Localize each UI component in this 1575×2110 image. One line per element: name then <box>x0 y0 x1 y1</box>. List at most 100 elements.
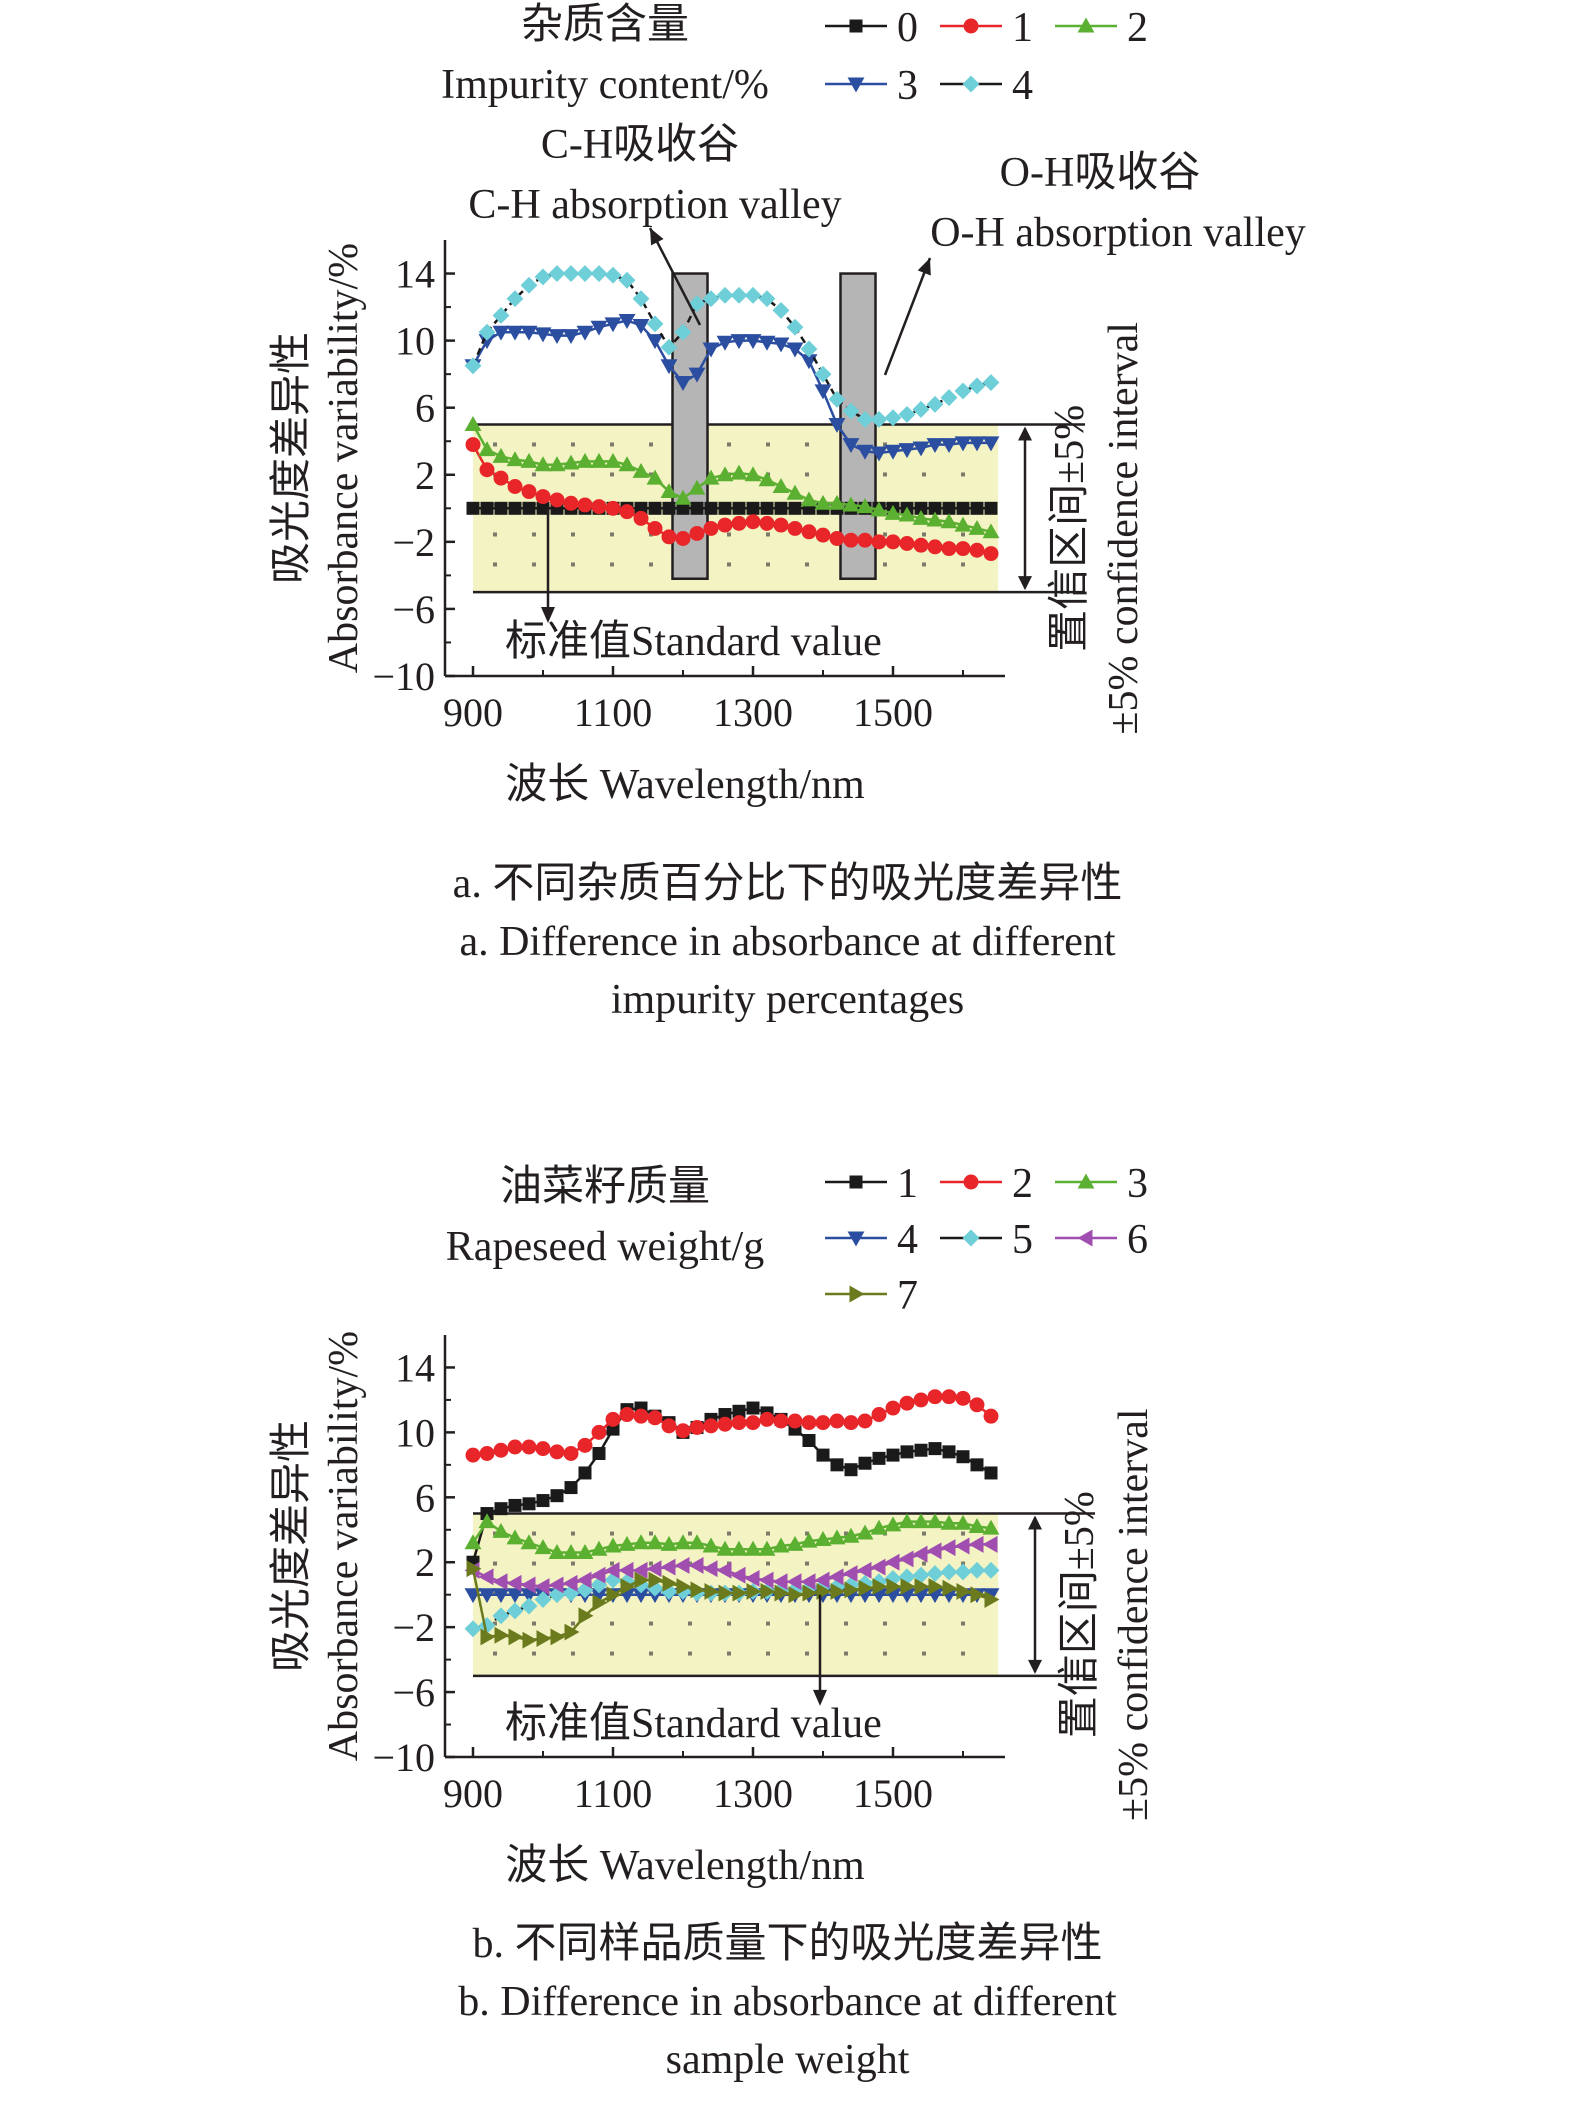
series-6-point <box>786 1573 802 1591</box>
x-tick-label: 1100 <box>574 1771 653 1816</box>
band-dot <box>961 562 965 567</box>
series-1-point <box>843 532 859 548</box>
series-2-point <box>885 1400 901 1416</box>
y-tick-label: 10 <box>395 319 435 364</box>
series-4-point <box>548 265 566 282</box>
series-7-point <box>690 1581 706 1599</box>
band-dot <box>688 1651 692 1656</box>
series-4-point <box>590 1588 608 1604</box>
series-2-point <box>521 1439 537 1455</box>
series-5-point <box>660 1582 678 1600</box>
band-dot <box>649 1561 653 1566</box>
band-dot <box>883 1651 887 1656</box>
series-5-point <box>674 1582 692 1600</box>
series-5-point <box>926 1565 944 1583</box>
series-3-point <box>520 1534 538 1550</box>
series-7-point <box>578 1607 594 1625</box>
band-dot <box>532 1621 536 1626</box>
series-5-point <box>520 1597 538 1615</box>
series-2-point <box>535 1441 551 1457</box>
series-4-point <box>618 271 636 289</box>
series-1-point <box>858 1456 872 1470</box>
band-dot <box>493 1561 497 1566</box>
ch-valley-label-en: C-H absorption valley <box>468 182 841 228</box>
series-2-point <box>955 1390 971 1406</box>
series-1-point <box>815 527 831 543</box>
series-1-point <box>647 520 663 536</box>
series-3-point <box>590 320 608 336</box>
series-6-point <box>660 1558 676 1576</box>
band-dot <box>961 1531 965 1536</box>
series-0-point <box>914 501 928 515</box>
y-tick-label: 14 <box>395 252 435 297</box>
series-3-point <box>898 443 916 459</box>
legend-label: 1 <box>1012 5 1033 51</box>
series-1-point <box>872 1451 886 1465</box>
series-5-point <box>940 1563 958 1581</box>
band-dot <box>922 1531 926 1536</box>
series-3-point <box>856 444 874 460</box>
series-7-point <box>760 1582 776 1600</box>
absorption-valley-2 <box>839 272 877 580</box>
series-4-point <box>506 290 524 308</box>
legend-entry-3: 3 <box>1055 1161 1148 1207</box>
series-1-point <box>970 1458 984 1472</box>
series-7-point <box>494 1626 510 1644</box>
series-3-point <box>520 325 538 341</box>
oh-valley-arrow-head <box>917 258 931 276</box>
series-1-point <box>521 484 537 500</box>
series-3-point <box>730 1540 748 1556</box>
band-dot <box>493 532 497 537</box>
series-2-point <box>465 1447 481 1463</box>
series-4-point <box>464 357 482 375</box>
series-6-point <box>758 1571 774 1589</box>
series-2-point <box>731 1415 747 1431</box>
series-0-point <box>662 501 676 515</box>
series-1-point <box>563 495 579 511</box>
series-2-point <box>772 478 790 494</box>
series-4-point <box>968 377 986 395</box>
x-tick-label: 1500 <box>853 690 933 735</box>
series-3-point <box>464 1534 482 1550</box>
band-dot <box>493 562 497 567</box>
band-dot <box>571 562 575 567</box>
legend-entry-2: 2 <box>1055 5 1148 51</box>
band-dot <box>727 1621 731 1626</box>
series-4-point <box>828 390 846 408</box>
caption-a: a. 不同杂质百分比下的吸光度差异性 a. Difference in abso… <box>0 855 1575 1029</box>
series-2-point <box>786 484 804 500</box>
series-3-point <box>968 1518 986 1534</box>
series-2-point <box>702 469 720 485</box>
series-3-point <box>842 438 860 454</box>
series-4-point <box>478 323 496 341</box>
band-dot <box>922 532 926 537</box>
series-6-point <box>716 1561 732 1579</box>
oh-valley-label-cn: O-H吸收谷 <box>1000 150 1201 196</box>
series-7-point <box>942 1579 958 1597</box>
band-dot <box>922 472 926 477</box>
series-2-point <box>969 1397 985 1413</box>
x-tick-label: 900 <box>443 1771 503 1816</box>
series-3-point <box>982 436 1000 452</box>
legend-marker <box>847 77 865 93</box>
series-6-point <box>702 1560 718 1578</box>
series-4-point <box>940 389 958 407</box>
caption-b-cn: b. 不同样品质量下的吸光度差异性 <box>472 1921 1103 1967</box>
series-0-point <box>508 501 522 515</box>
series-3-point <box>912 1513 930 1529</box>
series-3-point <box>758 335 776 351</box>
legend-label: 3 <box>897 63 918 109</box>
band-dot <box>922 1621 926 1626</box>
series-1-point <box>746 1401 760 1415</box>
legend-title-cn: 杂质含量 <box>521 2 689 48</box>
series-6-point <box>562 1574 578 1592</box>
series-1-point <box>914 1443 928 1457</box>
band-dot <box>727 442 731 447</box>
x-axis-label: 波长 Wavelength/nm <box>505 1843 865 1889</box>
series-6-point <box>520 1576 536 1594</box>
series-3-point <box>730 334 748 350</box>
series-3-point <box>646 1534 664 1550</box>
series-3-point <box>702 1537 720 1553</box>
series-2-point <box>534 456 552 472</box>
caption-a-cn: a. 不同杂质百分比下的吸光度差异性 <box>452 861 1123 907</box>
